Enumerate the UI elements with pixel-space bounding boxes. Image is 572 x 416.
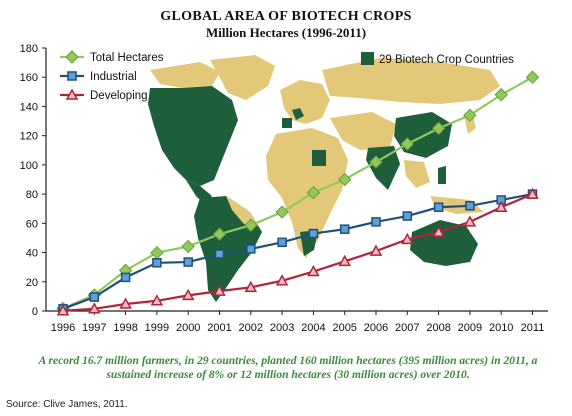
data-point-total-hectares bbox=[431, 121, 446, 136]
data-point-total-hectares bbox=[244, 218, 258, 232]
series-line-industrial bbox=[62, 193, 533, 310]
data-point-industrial bbox=[339, 224, 350, 234]
data-point-developing bbox=[244, 280, 258, 293]
data-point-total-hectares bbox=[150, 245, 164, 260]
x-tick-label: 1999 bbox=[145, 322, 169, 334]
data-point-industrial bbox=[183, 257, 193, 267]
y-tick-label: 140 bbox=[20, 101, 38, 113]
data-point-developing bbox=[307, 265, 320, 277]
chart-legend: Total Hectares Industrial Developing bbox=[60, 50, 164, 102]
data-point-total-hectares bbox=[275, 205, 289, 219]
y-tick-label: 100 bbox=[20, 160, 38, 172]
data-point-total-hectares bbox=[494, 88, 508, 102]
data-point-developing bbox=[463, 215, 477, 227]
x-tick-label: 1998 bbox=[113, 322, 137, 334]
data-point-total-hectares bbox=[337, 172, 352, 187]
data-point-total-hectares bbox=[463, 108, 477, 122]
map-legend-swatch bbox=[361, 52, 374, 65]
x-tick-label: 2010 bbox=[489, 322, 513, 334]
x-tick-label: 1997 bbox=[82, 322, 106, 334]
legend-item-developing: Developing bbox=[60, 88, 148, 102]
x-tick-label: 2005 bbox=[332, 322, 356, 334]
x-tick-label: 2000 bbox=[176, 322, 200, 334]
data-point-industrial bbox=[152, 258, 162, 268]
y-tick-label: 120 bbox=[20, 131, 38, 143]
x-tick-label: 2003 bbox=[270, 322, 294, 334]
data-point-developing bbox=[338, 254, 351, 267]
data-point-industrial bbox=[371, 217, 381, 227]
x-tick-label: 2001 bbox=[207, 322, 231, 334]
legend-label: Total Hectares bbox=[90, 52, 164, 64]
data-point-total-hectares bbox=[400, 137, 415, 151]
legend-marker-developing bbox=[65, 88, 79, 100]
series-line-total-hectares bbox=[62, 76, 534, 310]
series-layer bbox=[56, 70, 540, 316]
data-point-industrial bbox=[308, 228, 319, 239]
data-point-developing bbox=[56, 304, 70, 316]
legend-marker-industrial bbox=[67, 71, 77, 81]
legend-label: Industrial bbox=[90, 71, 137, 83]
x-tick-label: 1996 bbox=[51, 322, 75, 334]
y-tick-label: 180 bbox=[20, 43, 38, 55]
y-axis: 0 20 40 60 80 100 120 140 160 180 bbox=[20, 43, 47, 318]
y-tick-label: 160 bbox=[20, 72, 38, 84]
y-tick-label: 0 bbox=[32, 306, 38, 318]
data-point-total-hectares bbox=[369, 155, 383, 169]
x-tick-label: 2007 bbox=[395, 322, 419, 334]
x-tick-label: 2008 bbox=[426, 322, 450, 334]
data-point-industrial bbox=[120, 272, 131, 283]
data-point-industrial bbox=[433, 202, 444, 213]
data-point-industrial bbox=[89, 292, 100, 302]
data-point-industrial bbox=[465, 201, 475, 211]
map-legend-label: 29 Biotech Crop Countries bbox=[379, 54, 514, 66]
source-note: Source: Clive James, 2011. bbox=[6, 399, 128, 410]
legend-label: Developing bbox=[90, 90, 148, 102]
x-tick-label: 2011 bbox=[521, 322, 545, 334]
chart-title: GLOBAL AREA OF BIOTECH CROPS bbox=[160, 9, 412, 24]
y-tick-label: 80 bbox=[26, 189, 38, 201]
series-developing bbox=[56, 187, 539, 316]
data-point-developing bbox=[369, 244, 383, 256]
data-point-total-hectares bbox=[181, 239, 195, 254]
data-point-developing bbox=[181, 288, 195, 301]
data-point-developing bbox=[150, 294, 164, 306]
data-point-developing bbox=[432, 225, 445, 237]
x-tick-label: 2002 bbox=[239, 322, 263, 334]
x-axis: 1996 1997 1998 1999 2000 2001 2002 2003 2004 2005… bbox=[46, 310, 548, 334]
map-legend: 29 Biotech Crop Countries bbox=[361, 52, 514, 66]
chart-subtitle: Million Hectares (1996-2011) bbox=[205, 25, 367, 40]
y-tick-label: 60 bbox=[26, 218, 38, 230]
data-point-industrial bbox=[277, 237, 287, 248]
chart-title-block: GLOBAL AREA OF BIOTECH CROPS Million Hec… bbox=[0, 8, 572, 41]
x-tick-label: 2006 bbox=[364, 322, 388, 334]
data-point-total-hectares bbox=[212, 227, 227, 241]
data-point-developing bbox=[401, 232, 414, 245]
x-tick-label: 2009 bbox=[458, 322, 482, 334]
data-point-total-hectares bbox=[306, 185, 321, 200]
data-point-industrial bbox=[246, 244, 256, 254]
data-point-developing bbox=[526, 187, 539, 199]
data-point-developing bbox=[494, 200, 508, 213]
chart-caption: A record 16.7 million farmers, in 29 cou… bbox=[38, 355, 538, 381]
y-tick-label: 40 bbox=[26, 248, 38, 260]
legend-item-total-hectares: Total Hectares bbox=[60, 50, 164, 64]
legend-item-industrial: Industrial bbox=[60, 71, 137, 83]
series-line-developing bbox=[62, 193, 533, 312]
series-total-hectares bbox=[56, 70, 540, 316]
data-point-developing bbox=[119, 297, 132, 309]
data-point-industrial bbox=[214, 249, 225, 259]
data-point-total-hectares bbox=[525, 70, 540, 84]
data-point-developing bbox=[213, 284, 226, 296]
data-point-industrial bbox=[402, 211, 413, 221]
data-point-developing bbox=[88, 302, 101, 314]
data-point-developing bbox=[275, 274, 289, 286]
y-tick-label: 20 bbox=[26, 277, 38, 289]
world-map-background bbox=[148, 55, 500, 302]
legend-marker-total-hectares bbox=[65, 50, 79, 64]
x-tick-label: 2004 bbox=[301, 322, 325, 334]
